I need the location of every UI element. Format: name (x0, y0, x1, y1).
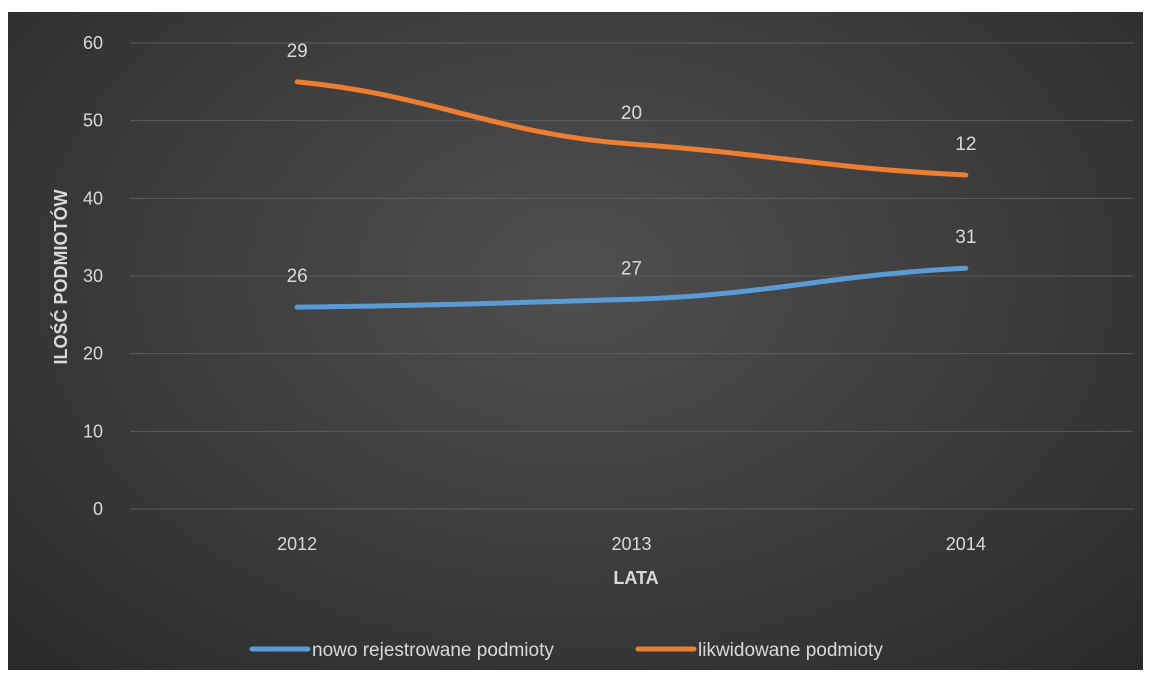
x-tick-label: 2014 (946, 534, 986, 554)
y-tick-label: 60 (83, 33, 103, 53)
legend-label: likwidowane podmioty (698, 640, 883, 661)
legend-label: nowo rejestrowane podmioty (312, 640, 554, 661)
gridlines (130, 42, 1133, 510)
series-lines (294, 79, 969, 310)
x-tick-label: 2013 (611, 534, 651, 554)
y-tick-label: 0 (93, 499, 103, 519)
data-label: 12 (955, 134, 976, 155)
data-label: 27 (621, 258, 642, 279)
data-label: 20 (621, 103, 642, 124)
y-axis-ticks: 0 10 20 30 40 50 60 (83, 33, 103, 519)
legend: nowo rejestrowane podmioty likwidowane po… (249, 640, 883, 661)
x-axis-title: LATA (613, 568, 658, 588)
y-tick-label: 40 (83, 188, 103, 208)
x-axis-ticks: 2012 2013 2014 (277, 534, 986, 554)
y-tick-label: 20 (83, 344, 103, 364)
series-line-2 (294, 79, 969, 178)
data-label: 26 (287, 266, 308, 287)
y-tick-label: 50 (83, 111, 103, 131)
y-tick-label: 30 (83, 266, 103, 286)
data-label: 29 (287, 41, 308, 62)
data-label: 31 (955, 227, 976, 248)
data-labels: 26 27 31 29 20 12 (287, 41, 977, 287)
series-line-1 (294, 265, 969, 310)
x-tick-label: 2012 (277, 534, 317, 554)
y-tick-label: 10 (83, 421, 103, 441)
y-axis-title: ILOŚĆ PODMIOTÓW (50, 189, 71, 364)
chart-area (8, 12, 1143, 670)
